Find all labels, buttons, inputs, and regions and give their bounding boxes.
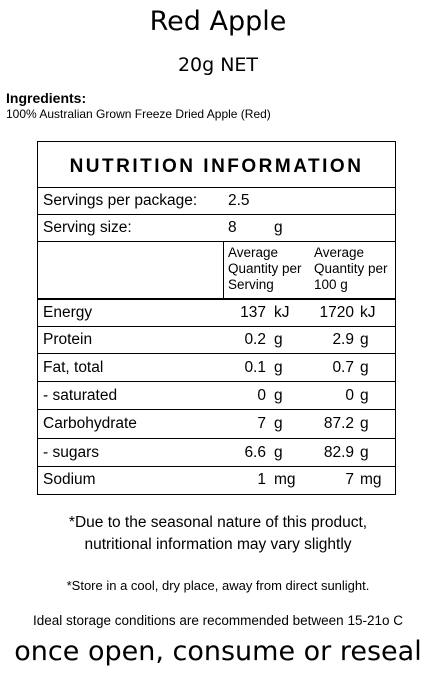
divider (38, 214, 395, 215)
serving-unit-sodium: mg (274, 471, 296, 488)
column-divider (223, 241, 224, 298)
serving-value-fat-total: 0.1 (244, 359, 266, 376)
divider (38, 187, 395, 188)
serving-unit-energy: kJ (274, 304, 290, 321)
ingredients-heading: Ingredients: (6, 90, 87, 106)
per100-value-sugars: 82.9 (323, 444, 354, 461)
divider (38, 326, 395, 327)
serving-size-label: Serving size: (43, 219, 132, 236)
serving-value-carbohydrate: 7 (257, 415, 266, 432)
per100-unit-sodium: mg (360, 471, 382, 488)
per100-unit-fat-total: g (360, 359, 369, 376)
nutrition-title: NUTRITION INFORMATION (69, 156, 364, 177)
serving-unit-protein: g (274, 331, 283, 348)
serving-unit-sugars: g (274, 444, 283, 461)
nutrient-label-sugars: - sugars (43, 444, 99, 461)
servings-value: 2.5 (228, 192, 250, 209)
serving-value-saturated: 0 (257, 387, 266, 404)
per-100g-column-header: Average Quantity per 100 g (314, 245, 388, 292)
per100-value-fat-total: 0.7 (332, 359, 354, 376)
per100-value-energy: 1720 (319, 304, 354, 321)
divider (38, 409, 395, 410)
serving-unit-saturated: g (274, 387, 283, 404)
divider (38, 438, 395, 439)
nutrient-label-saturated: - saturated (43, 387, 118, 404)
ingredients-text: 100% Australian Grown Freeze Dried Apple… (6, 107, 271, 121)
serving-size-unit: g (274, 219, 283, 236)
per100-value-sodium: 7 (345, 471, 354, 488)
per100-unit-sugars: g (360, 444, 369, 461)
divider (38, 466, 395, 467)
net-weight: 20g NET (177, 54, 259, 76)
per100-unit-energy: kJ (360, 304, 376, 321)
serving-value-protein: 0.2 (244, 331, 266, 348)
seasonal-note: *Due to the seasonal nature of this prod… (68, 514, 368, 553)
serving-value-energy: 137 (240, 304, 266, 321)
serving-value-sugars: 6.6 (244, 444, 266, 461)
product-name: Red Apple (149, 6, 287, 37)
divider (38, 241, 395, 242)
serving-column-header: Average Quantity per Serving (228, 245, 302, 292)
nutrition-panel: NUTRITION INFORMATION Servings per packa… (37, 141, 396, 495)
divider (38, 298, 395, 300)
nutrient-label-carbohydrate: Carbohydrate (43, 415, 137, 432)
servings-label: Servings per package: (43, 192, 198, 209)
nutrient-label-energy: Energy (43, 304, 93, 321)
nutrient-label-sodium: Sodium (43, 471, 96, 488)
nutrient-label-fat-total: Fat, total (43, 359, 104, 376)
per100-unit-protein: g (360, 331, 369, 348)
serving-size-value: 8 (228, 219, 237, 236)
per100-value-protein: 2.9 (332, 331, 354, 348)
storage-note: *Store in a cool, dry place, away from d… (66, 578, 370, 593)
ideal-storage-note: Ideal storage conditions are recommended… (33, 613, 403, 628)
divider (38, 381, 395, 382)
divider (38, 353, 395, 354)
serving-value-sodium: 1 (257, 471, 266, 488)
serving-unit-fat-total: g (274, 359, 283, 376)
nutrient-label-protein: Protein (43, 331, 93, 348)
per100-unit-carbohydrate: g (360, 415, 369, 432)
per100-value-saturated: 0 (345, 387, 354, 404)
per100-value-carbohydrate: 87.2 (323, 415, 354, 432)
serving-unit-carbohydrate: g (274, 415, 283, 432)
reseal-note: once open, consume or reseal (14, 636, 422, 667)
per100-unit-saturated: g (360, 387, 369, 404)
